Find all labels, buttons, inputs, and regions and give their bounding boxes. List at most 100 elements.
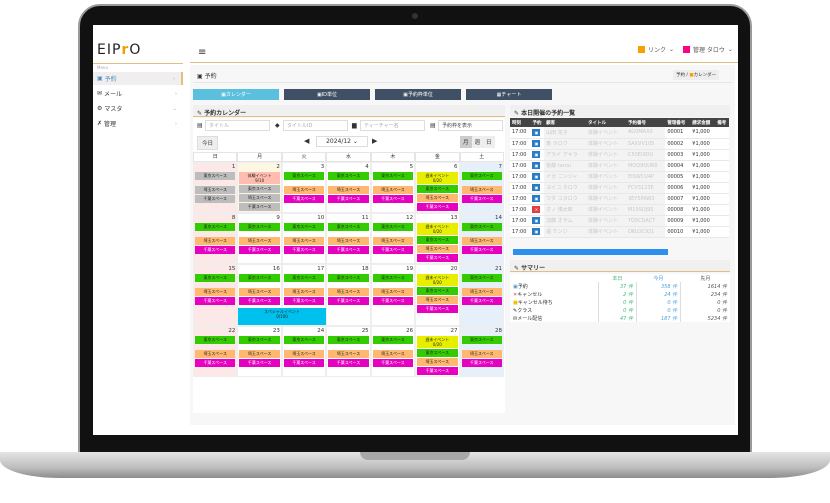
calendar-event[interactable]: 東京スペース xyxy=(372,274,414,282)
calendar-event[interactable]: 千葉スペース xyxy=(239,297,280,305)
calendar-event[interactable]: 埼玉スペース xyxy=(461,288,502,296)
calendar-event[interactable]: 東京スペース xyxy=(195,274,236,282)
calendar-day[interactable]: 8 東京スペース 埼玉スペース 千葉スペース xyxy=(193,213,238,264)
table-row[interactable]: 17:00 ▣ 加藤 オサム 体験イベント TQ5CDACT 00009 ¥1,000 xyxy=(510,215,729,227)
tab-chart[interactable]: ▦ チャート xyxy=(466,89,552,100)
calendar-event[interactable]: 東京スペース xyxy=(195,336,236,344)
sidebar-item-reservation[interactable]: ▣ 予約 › xyxy=(93,72,183,85)
calendar-event[interactable]: 埼玉スペース xyxy=(195,237,236,245)
calendar-event[interactable]: 埼玉スペース xyxy=(372,288,414,296)
calendar-day[interactable]: 20 週末イベント 0/20 東京スペース 埼玉スペース 千葉スペース xyxy=(415,264,460,326)
tab-calendar[interactable]: ▣ カレンダー xyxy=(193,89,279,100)
calendar-event[interactable]: 東京スペース xyxy=(328,336,369,344)
calendar-event[interactable]: 埼玉スペース xyxy=(328,350,369,358)
table-row[interactable]: 17:00 ▣ 後藤 tarou 体験イベント MOQ9OUR0 00004 ¥1,000 xyxy=(510,160,729,172)
calendar-event[interactable]: 週末イベント 0/20 xyxy=(417,223,458,235)
calendar-event[interactable]: 埼玉スペース xyxy=(239,237,280,245)
column-header[interactable]: 請求金額 xyxy=(690,118,716,127)
calendar-event[interactable]: 千葉スペース xyxy=(283,359,325,367)
calendar-event[interactable]: 東京スペース xyxy=(328,223,369,231)
calendar-event[interactable]: 東京スペース xyxy=(239,223,280,231)
calendar-event[interactable]: 埼玉スペース xyxy=(328,288,369,296)
calendar-event[interactable]: 千葉スペース xyxy=(195,195,236,203)
calendar-event[interactable]: 千葉スペース xyxy=(417,254,458,262)
calendar-event[interactable]: 埼玉スペース xyxy=(195,186,236,194)
column-header[interactable]: 顧客 xyxy=(544,118,587,127)
calendar-day[interactable]: 22 東京スペース 埼玉スペース 千葉スペース xyxy=(193,326,238,377)
column-header[interactable]: 予約番号 xyxy=(625,118,666,127)
table-row[interactable]: 17:00 ▣ 東 タロウ 体験イベント SAXVV105 00002 ¥1,000 xyxy=(510,138,729,150)
user-menu[interactable]: 管理 タロウ ⌄ xyxy=(683,45,733,54)
calendar-event[interactable]: 千葉スペース xyxy=(283,195,325,203)
calendar-event[interactable]: 千葉スペース xyxy=(239,246,280,254)
calendar-day[interactable]: 4 東京スペース 埼玉スペース 千葉スペース xyxy=(326,162,371,213)
calendar-event[interactable]: 週末イベント 0/20 xyxy=(417,336,458,348)
calendar-event[interactable]: 埼玉スペース xyxy=(195,288,236,296)
calendar-day[interactable]: 24 東京スペース 埼玉スペース 千葉スペース xyxy=(281,326,327,377)
next-month-icon[interactable]: ▶ xyxy=(372,137,378,145)
column-header[interactable]: 備考 xyxy=(715,118,729,127)
calendar-event[interactable]: 埼玉スペース xyxy=(239,350,280,358)
calendar-day[interactable]: 18 東京スペース 埼玉スペース 千葉スペース xyxy=(326,264,371,326)
calendar-day[interactable]: 10 東京スペース 埼玉スペース 千葉スペース xyxy=(281,213,327,264)
calendar-day[interactable]: 7 東京スペース 埼玉スペース 千葉スペース xyxy=(459,162,504,213)
booked-icon[interactable]: ▣ xyxy=(532,173,541,180)
calendar-event[interactable]: 千葉スペース xyxy=(417,367,458,375)
calendar-event[interactable]: 千葉スペース xyxy=(417,305,458,313)
calendar-event[interactable]: 体験イベント 9/10 xyxy=(239,172,280,184)
sidebar-item-admin[interactable]: ✗ 管理 › xyxy=(97,120,177,128)
calendar-event[interactable]: 千葉スペース xyxy=(461,246,502,254)
column-header[interactable]: 管理番号 xyxy=(665,118,691,127)
calendar-event[interactable]: 千葉スペース xyxy=(372,246,414,254)
calendar-event[interactable]: 千葉スペース xyxy=(328,195,369,203)
tab-slot-unit[interactable]: ▣ 予約枠単位 xyxy=(375,89,461,100)
calendar-event[interactable]: 千葉スペース xyxy=(283,246,325,254)
calendar-event[interactable]: 東京スペース xyxy=(372,223,414,231)
calendar-event[interactable]: 東京スペース xyxy=(372,172,414,180)
calendar-event[interactable]: 東京スペース xyxy=(461,336,502,344)
calendar-event[interactable]: 千葉スペース xyxy=(372,297,414,305)
calendar-event[interactable]: 東京スペース xyxy=(283,274,325,282)
calendar-event[interactable]: 東京スペース xyxy=(239,185,280,193)
table-row[interactable]: 17:00 ▣ 堀 ケンジ 体験イベント OKU2CIQ1 00010 ¥1,000 xyxy=(510,226,729,238)
calendar-day[interactable]: 3 東京スペース 埼玉スペース 千葉スペース xyxy=(281,162,327,213)
prev-month-icon[interactable]: ◀ xyxy=(304,137,310,145)
calendar-day[interactable]: 26 東京スペース 埼玉スペース 千葉スペース xyxy=(370,326,416,377)
booked-icon[interactable]: ▣ xyxy=(532,195,541,202)
calendar-event[interactable]: 千葉スペース xyxy=(195,246,236,254)
column-header[interactable]: 時刻 xyxy=(510,118,531,127)
calendar-event[interactable]: 千葉スペース xyxy=(195,297,236,305)
calendar-event[interactable]: 東京スペース xyxy=(283,223,325,231)
title-id-filter-input[interactable]: タイトルID xyxy=(283,120,348,131)
cancelled-icon[interactable]: ✕ xyxy=(532,206,541,213)
calendar-event[interactable]: 埼玉スペース xyxy=(417,358,458,366)
booked-icon[interactable]: ▣ xyxy=(532,228,541,235)
booked-icon[interactable]: ▣ xyxy=(532,162,541,169)
calendar-event[interactable]: 埼玉スペース xyxy=(461,350,502,358)
calendar-event[interactable]: 埼玉スペース xyxy=(461,237,502,245)
booked-icon[interactable]: ▣ xyxy=(532,140,541,147)
calendar-event[interactable]: 千葉スペース xyxy=(461,195,502,203)
calendar-event[interactable]: 埼玉スペース xyxy=(195,350,236,358)
table-row[interactable]: 17:00 ▣ ヨイコ タロウ 体験イベント FCV3123E 00006 ¥1,000 xyxy=(510,182,729,194)
calendar-day[interactable]: 27 週末イベント 0/20 東京スペース 埼玉スペース 千葉スペース xyxy=(415,326,460,377)
calendar-day[interactable]: 13 週末イベント 0/20 東京スペース 埼玉スペース 千葉スペース xyxy=(415,213,460,264)
calendar-event[interactable]: スペシャルイベント 0/100 xyxy=(238,308,326,325)
calendar-event[interactable]: 東京スペース xyxy=(372,336,414,344)
month-select[interactable]: 2024/12 ⌄ xyxy=(316,136,368,147)
calendar-event[interactable]: 東京スペース xyxy=(417,185,458,193)
title-filter-input[interactable]: タイトル xyxy=(205,120,270,131)
calendar-event[interactable]: 千葉スペース xyxy=(328,359,369,367)
table-row[interactable]: 17:00 ▣ ワタ コタロウ 体験イベント 3EY5PAW3 00007 ¥1,000 xyxy=(510,193,729,205)
calendar-event[interactable]: 東京スペース xyxy=(283,336,325,344)
calendar-day[interactable]: 6 週末イベント 0/20 東京スペース 埼玉スペース 千葉スペース xyxy=(415,162,460,213)
calendar-event[interactable]: 千葉スペース xyxy=(372,359,414,367)
calendar-event[interactable]: 千葉スペース xyxy=(461,359,502,367)
column-header[interactable]: タイトル xyxy=(586,118,626,127)
calendar-day[interactable]: 9 東京スペース 埼玉スペース 千葉スペース xyxy=(237,213,282,264)
logo[interactable]: EIPrO xyxy=(97,42,142,58)
today-button[interactable]: 今日 xyxy=(197,136,219,150)
day-view-button[interactable]: 日 xyxy=(483,136,495,148)
booked-icon[interactable]: ▣ xyxy=(532,128,541,136)
calendar-event[interactable]: 埼玉スペース xyxy=(283,186,325,194)
